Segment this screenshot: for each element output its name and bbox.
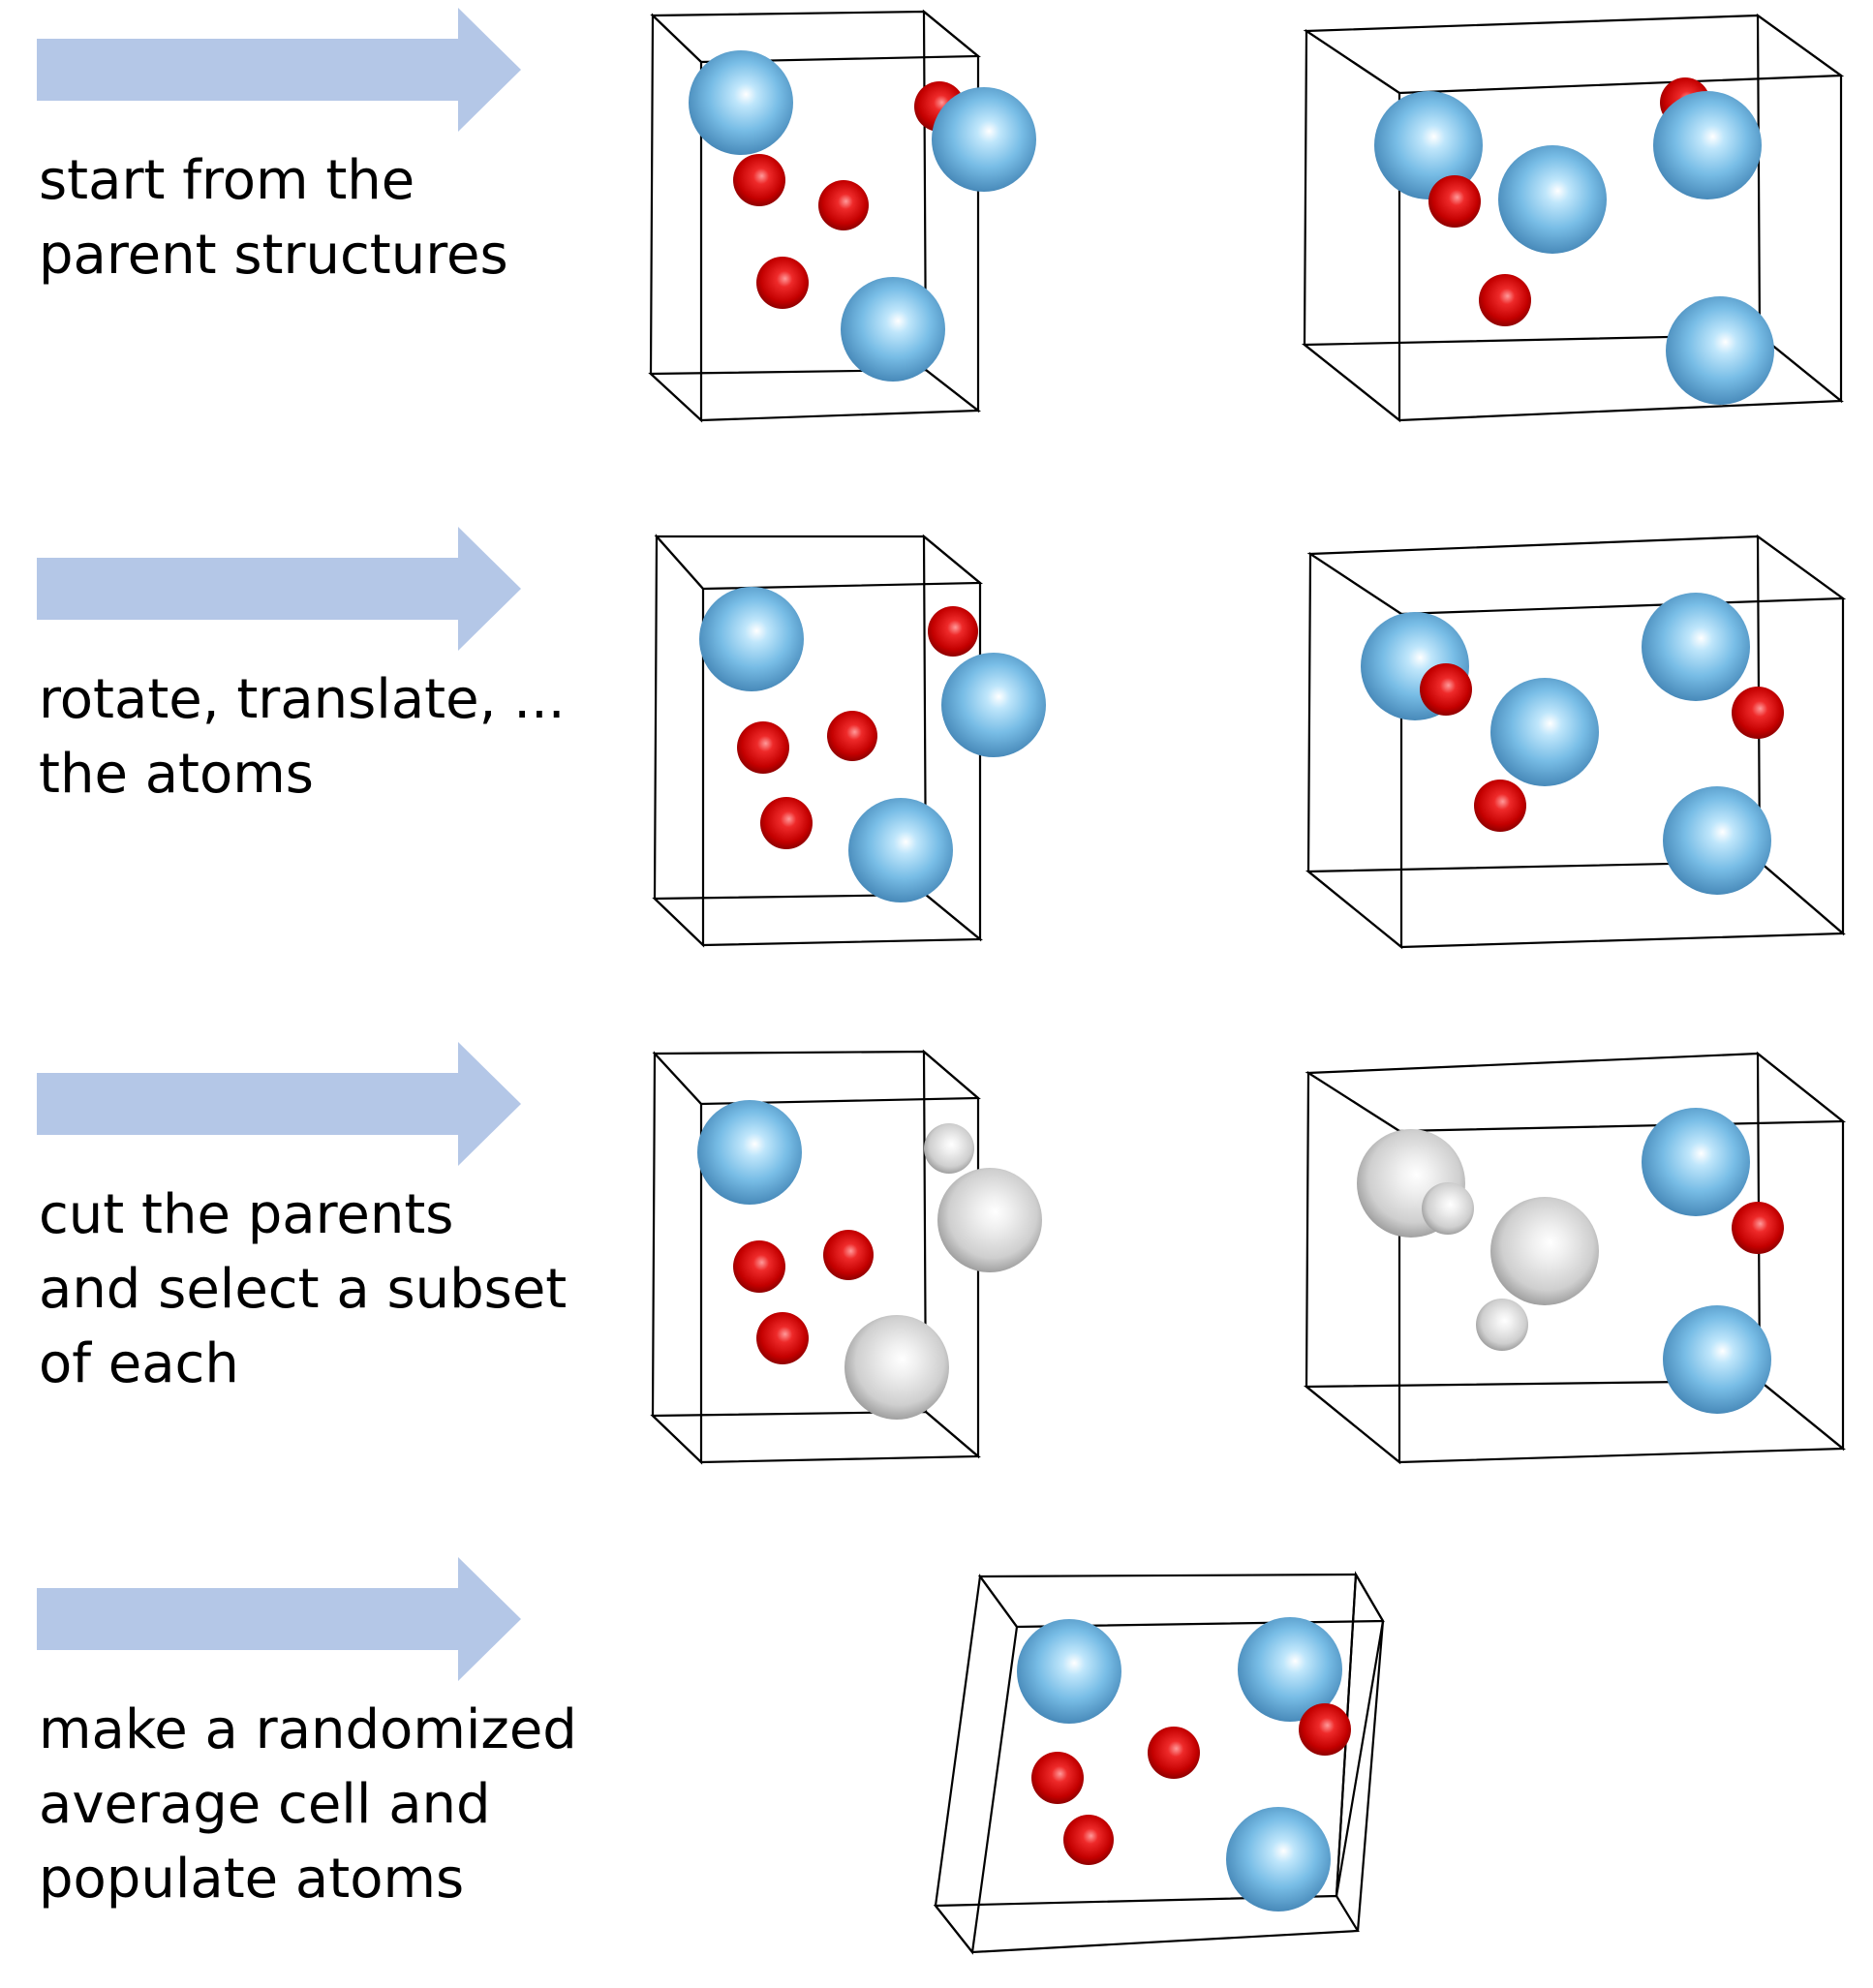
small-atom (1479, 274, 1531, 326)
step-arrow-1 (37, 8, 521, 132)
step-label-1: start from the parent structures (39, 143, 508, 292)
large-atom (689, 50, 793, 155)
small-atom (760, 797, 813, 849)
step-arrow-4 (37, 1557, 521, 1681)
step-label-line: the atoms (39, 743, 314, 806)
step-label-2: rotate, translate, ... the atoms (39, 662, 566, 811)
large-atom (697, 1100, 802, 1205)
small-atom (1063, 1815, 1114, 1865)
small-atom (733, 1240, 785, 1293)
removed-large-atom (844, 1315, 949, 1420)
small-atom (733, 154, 785, 206)
step-arrow-2 (37, 527, 521, 651)
large-atom (1017, 1619, 1121, 1724)
step-arrow-3 (37, 1042, 521, 1166)
transformed-cell-b (1305, 534, 1847, 950)
small-atom (1732, 1202, 1784, 1254)
step-row-1: start from the parent structures (0, 0, 1873, 426)
step-label-line: of each (39, 1332, 239, 1395)
large-atom (1490, 678, 1599, 786)
small-atom (1031, 1752, 1084, 1804)
transformed-cell-a (652, 534, 1046, 948)
step-row-2: rotate, translate, ... the atoms (0, 519, 1873, 950)
removed-large-atom (937, 1168, 1042, 1272)
large-atom (1663, 1305, 1771, 1414)
large-atom (1653, 91, 1762, 199)
removed-small-atom (1476, 1299, 1528, 1351)
step-label-line: average cell and (39, 1773, 491, 1836)
child-cell (933, 1571, 1385, 1955)
parent-cell-b (1301, 13, 1845, 423)
cut-cell-b (1303, 1051, 1847, 1465)
large-atom (1666, 296, 1774, 405)
small-atom (1474, 780, 1526, 832)
removed-large-atom (1490, 1197, 1599, 1305)
small-atom (818, 180, 869, 230)
removed-small-atom (924, 1123, 974, 1174)
step-label-3: cut the parents and select a subset of e… (39, 1178, 567, 1401)
small-atom (737, 721, 789, 774)
large-atom (1374, 91, 1483, 199)
large-atom (941, 653, 1046, 757)
step-label-line: and select a subset (39, 1258, 568, 1321)
small-atom (1428, 175, 1481, 228)
large-atom (699, 587, 804, 691)
large-atom (1498, 145, 1607, 254)
cut-cell-a (650, 1049, 1042, 1465)
small-atom (1420, 663, 1472, 716)
step-label-line: start from the (39, 149, 415, 212)
large-atom (1663, 786, 1771, 895)
parent-cell-a (648, 9, 1036, 423)
large-atom (841, 277, 945, 382)
large-atom (848, 798, 953, 902)
step-label-line: populate atoms (39, 1848, 465, 1911)
removed-small-atom (1422, 1182, 1474, 1235)
small-atom (827, 711, 877, 761)
small-atom (928, 606, 978, 657)
step-row-4: make a randomized average cell and popul… (0, 1549, 1873, 1988)
small-atom (823, 1230, 874, 1280)
step-row-3: cut the parents and select a subset of e… (0, 1034, 1873, 1480)
large-atom (1642, 593, 1750, 701)
large-atom (1642, 1108, 1750, 1216)
step-label-4: make a randomized average cell and popul… (39, 1693, 577, 1916)
small-atom (756, 257, 809, 309)
step-label-line: parent structures (39, 224, 508, 287)
step-label-line: rotate, translate, ... (39, 668, 566, 731)
small-atom (1732, 687, 1784, 739)
step-label-line: make a randomized (39, 1698, 577, 1761)
small-atom (756, 1312, 809, 1364)
large-atom (1238, 1617, 1342, 1722)
step-label-line: cut the parents (39, 1183, 454, 1246)
small-atom (1299, 1703, 1351, 1756)
large-atom (1226, 1807, 1331, 1912)
small-atom (1148, 1727, 1200, 1779)
large-atom (932, 87, 1036, 192)
